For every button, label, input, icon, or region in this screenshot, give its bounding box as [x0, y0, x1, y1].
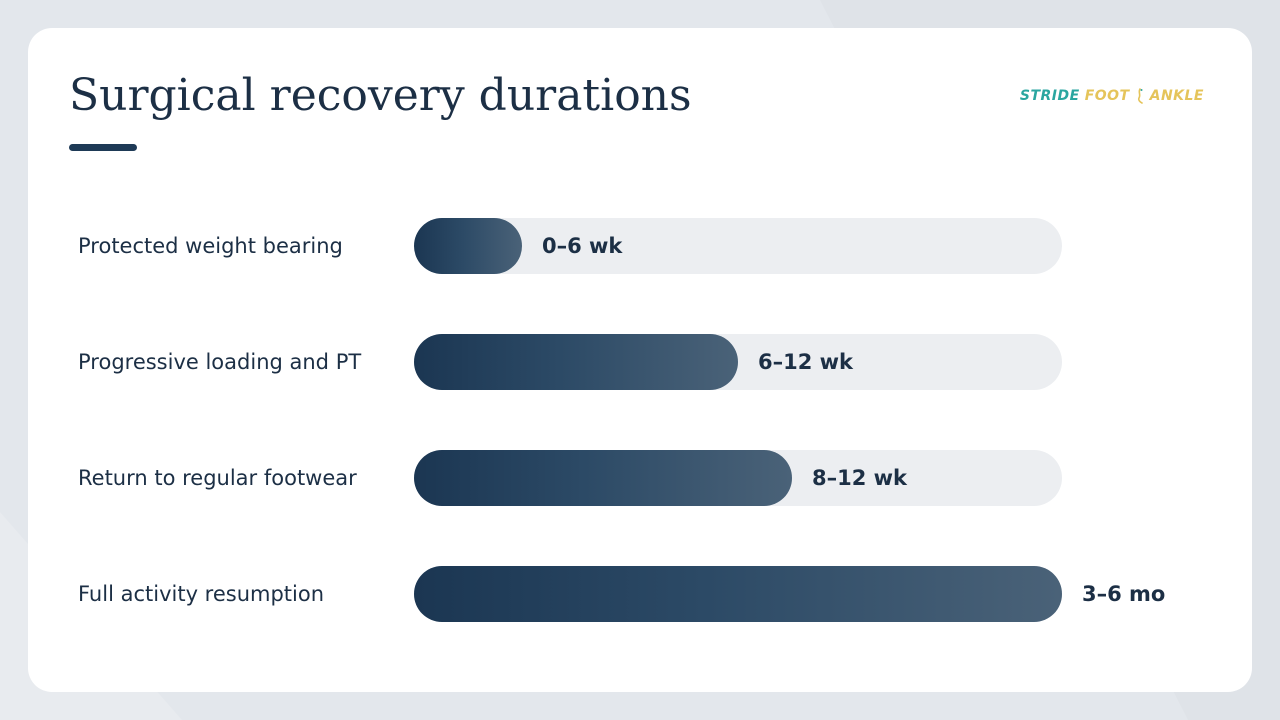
- bar-track: [414, 334, 1062, 390]
- bar-track: [414, 566, 1062, 622]
- logo-word-ankle: ANKLE: [1149, 88, 1204, 104]
- category-label: Progressive loading and PT: [78, 350, 362, 374]
- bar: [414, 218, 522, 274]
- data-label: 3–6 mo: [1082, 582, 1166, 606]
- bar: [414, 566, 1062, 622]
- slide-card: Surgical recovery durations STRIDE FOOT …: [28, 28, 1252, 692]
- chart-row: Protected weight bearing 0–6 wk: [28, 218, 1252, 274]
- brand-logo: STRIDE FOOT ANKLE: [1020, 88, 1204, 104]
- logo-word-foot: FOOT: [1084, 88, 1130, 104]
- chart-row: Progressive loading and PT 6–12 wk: [28, 334, 1252, 390]
- recovery-duration-chart: Protected weight bearing 0–6 wk Progressiv…: [28, 28, 1252, 692]
- category-label: Protected weight bearing: [78, 234, 343, 258]
- chart-row: Full activity resumption 3–6 mo: [28, 566, 1252, 622]
- page-title: Surgical recovery durations: [69, 70, 692, 121]
- title-underline: [69, 144, 137, 151]
- data-label: 0–6 wk: [542, 234, 623, 258]
- bar-track: [414, 218, 1062, 274]
- category-label: Full activity resumption: [78, 582, 325, 606]
- bar: [414, 334, 738, 390]
- foot-icon: [1137, 88, 1143, 104]
- chart-row: Return to regular footwear 8–12 wk: [28, 450, 1252, 506]
- bar-track: [414, 450, 1062, 506]
- category-label: Return to regular footwear: [78, 466, 357, 490]
- bar: [414, 450, 792, 506]
- logo-word-stride: STRIDE: [1019, 88, 1080, 104]
- data-label: 8–12 wk: [812, 466, 908, 490]
- data-label: 6–12 wk: [758, 350, 854, 374]
